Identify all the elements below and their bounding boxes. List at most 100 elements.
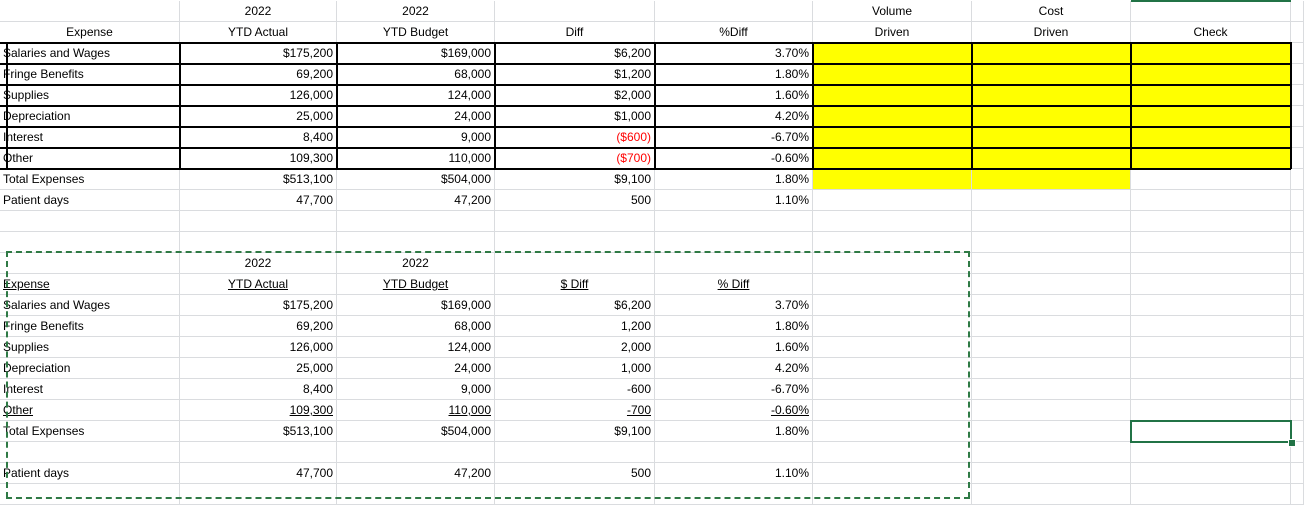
grid-cell[interactable] [972,379,1131,400]
grid-cell[interactable] [1291,106,1304,127]
grid-cell[interactable] [655,1,813,22]
grid-cell[interactable] [972,253,1131,274]
ytd-budget-value[interactable]: 9,000 [337,379,495,400]
cost-driven-cell[interactable] [972,64,1131,85]
grid-cell[interactable] [813,316,972,337]
ytd-actual-value[interactable]: 109,300 [180,148,337,169]
header-actual-year[interactable]: 2022 [180,253,337,274]
diff-value[interactable]: $9,100 [495,169,655,190]
grid-cell[interactable] [972,190,1131,211]
grid-cell[interactable] [180,211,337,232]
grid-cell[interactable] [1291,232,1304,253]
grid-cell[interactable] [972,295,1131,316]
grid-cell[interactable] [1291,274,1304,295]
cost-driven-cell[interactable] [972,169,1131,190]
grid-cell[interactable] [1291,316,1304,337]
grid-cell[interactable] [495,484,655,505]
grid-cell[interactable] [972,463,1131,484]
grid-cell[interactable] [337,484,495,505]
pct-diff-value[interactable]: 1.80% [655,421,813,442]
grid-cell[interactable] [337,211,495,232]
row-label[interactable]: Other [0,148,180,169]
grid-cell[interactable] [0,484,180,505]
volume-driven-cell[interactable] [813,169,972,190]
header-budget-year[interactable]: 2022 [337,1,495,22]
diff-value[interactable]: $1,000 [495,106,655,127]
check-cell[interactable] [1131,127,1291,148]
ytd-actual-value[interactable]: 47,700 [180,463,337,484]
grid-cell[interactable] [0,232,180,253]
grid-cell[interactable] [1291,127,1304,148]
grid-cell[interactable] [1131,232,1291,253]
grid-cell[interactable] [0,253,180,274]
grid-cell[interactable] [1131,295,1291,316]
pct-diff-value[interactable]: -6.70% [655,379,813,400]
volume-driven-cell[interactable] [813,64,972,85]
grid-cell[interactable] [495,442,655,463]
row-label[interactable]: Total Expenses [0,169,180,190]
header-diff[interactable]: Diff [495,22,655,43]
pct-diff-value[interactable]: 1.80% [655,316,813,337]
grid-cell[interactable] [1131,211,1291,232]
grid-cell[interactable] [813,211,972,232]
grid-cell[interactable] [1291,211,1304,232]
cost-driven-cell[interactable] [972,85,1131,106]
grid-cell[interactable] [972,442,1131,463]
ytd-budget-value[interactable]: $169,000 [337,43,495,64]
grid-cell[interactable] [972,400,1131,421]
pct-diff-value[interactable]: -0.60% [655,148,813,169]
grid-cell[interactable] [180,484,337,505]
grid-cell[interactable] [0,1,180,22]
pct-diff-value[interactable]: -6.70% [655,127,813,148]
row-label[interactable]: Salaries and Wages [0,295,180,316]
diff-value[interactable]: $6,200 [495,43,655,64]
row-label[interactable]: Supplies [0,337,180,358]
check-cell[interactable] [1131,85,1291,106]
diff-value[interactable]: -600 [495,379,655,400]
row-label[interactable]: Supplies [0,85,180,106]
grid-cell[interactable] [1291,85,1304,106]
ytd-actual-value[interactable]: 69,200 [180,64,337,85]
ytd-actual-value[interactable]: 47,700 [180,190,337,211]
header-volume-driven[interactable]: Driven [813,22,972,43]
grid-cell[interactable] [813,379,972,400]
ytd-budget-value[interactable]: $504,000 [337,421,495,442]
diff-value[interactable]: ($700) [495,148,655,169]
ytd-budget-value[interactable]: $169,000 [337,295,495,316]
pct-diff-value[interactable]: 1.60% [655,337,813,358]
grid-cell[interactable] [972,421,1131,442]
grid-cell[interactable] [972,358,1131,379]
row-label[interactable]: Depreciation [0,358,180,379]
ytd-actual-value[interactable]: 8,400 [180,379,337,400]
grid-cell[interactable] [813,484,972,505]
grid-cell[interactable] [655,253,813,274]
fill-handle[interactable] [1288,439,1296,447]
grid-cell[interactable] [813,358,972,379]
grid-cell[interactable] [1131,274,1291,295]
volume-driven-cell[interactable] [813,148,972,169]
grid-cell[interactable] [813,274,972,295]
grid-cell[interactable] [1291,1,1304,22]
ytd-budget-value[interactable]: 68,000 [337,64,495,85]
grid-cell[interactable] [1131,337,1291,358]
pct-diff-value[interactable]: 1.10% [655,463,813,484]
grid-cell[interactable] [1131,358,1291,379]
grid-cell[interactable] [813,421,972,442]
row-label[interactable]: Other [0,400,180,421]
grid-cell[interactable] [1131,1,1291,22]
check-cell[interactable] [1131,43,1291,64]
ytd-actual-value[interactable]: 126,000 [180,85,337,106]
ytd-budget-value[interactable]: 47,200 [337,190,495,211]
check-cell[interactable] [1131,148,1291,169]
ytd-budget-value[interactable]: 110,000 [337,148,495,169]
grid-cell[interactable] [495,1,655,22]
header-expense[interactable]: Expense [0,274,180,295]
ytd-actual-value[interactable]: 25,000 [180,358,337,379]
diff-value[interactable]: $1,200 [495,64,655,85]
pct-diff-value[interactable]: 4.20% [655,358,813,379]
grid-cell[interactable] [1291,169,1304,190]
grid-cell[interactable] [180,232,337,253]
pct-diff-value[interactable]: -0.60% [655,400,813,421]
grid-cell[interactable] [813,442,972,463]
grid-cell[interactable] [337,442,495,463]
